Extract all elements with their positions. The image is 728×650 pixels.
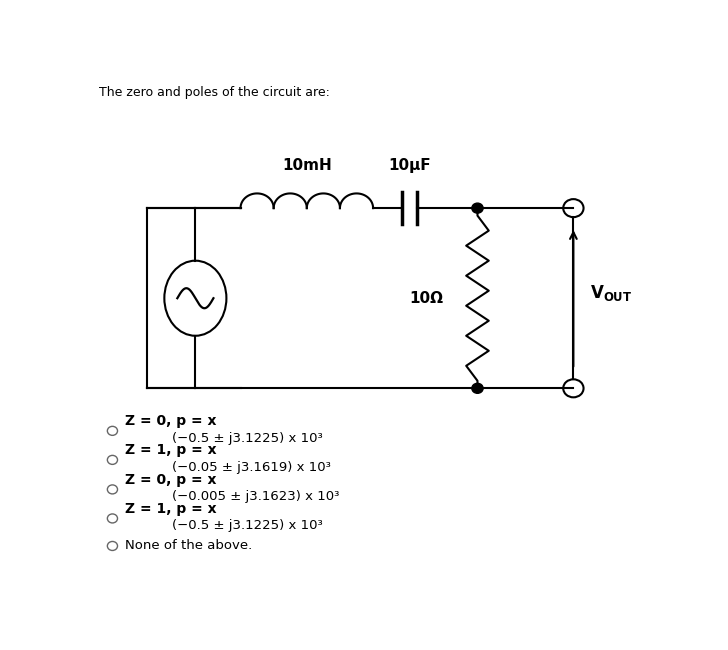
Text: Z = 0, p = x: Z = 0, p = x [125, 414, 216, 428]
Text: None of the above.: None of the above. [125, 540, 252, 552]
Circle shape [472, 384, 483, 393]
Text: 10mH: 10mH [282, 158, 332, 173]
Text: (−0.5 ± j3.1225) x 10³: (−0.5 ± j3.1225) x 10³ [172, 432, 323, 445]
Circle shape [472, 203, 483, 213]
Text: The zero and poles of the circuit are:: The zero and poles of the circuit are: [100, 86, 331, 99]
Text: Z = 1, p = x: Z = 1, p = x [125, 443, 216, 458]
Text: (−0.5 ± j3.1225) x 10³: (−0.5 ± j3.1225) x 10³ [172, 519, 323, 532]
Text: 10μF: 10μF [389, 158, 431, 173]
Text: Z = 0, p = x: Z = 0, p = x [125, 473, 216, 487]
Text: 10Ω: 10Ω [410, 291, 443, 306]
Text: Z = 1, p = x: Z = 1, p = x [125, 502, 216, 516]
Text: (−0.005 ± j3.1623) x 10³: (−0.005 ± j3.1623) x 10³ [172, 490, 339, 503]
Text: $\mathbf{V}_{\mathbf{OUT}}$: $\mathbf{V}_{\mathbf{OUT}}$ [590, 283, 633, 303]
Text: (−0.05 ± j3.1619) x 10³: (−0.05 ± j3.1619) x 10³ [172, 461, 331, 474]
